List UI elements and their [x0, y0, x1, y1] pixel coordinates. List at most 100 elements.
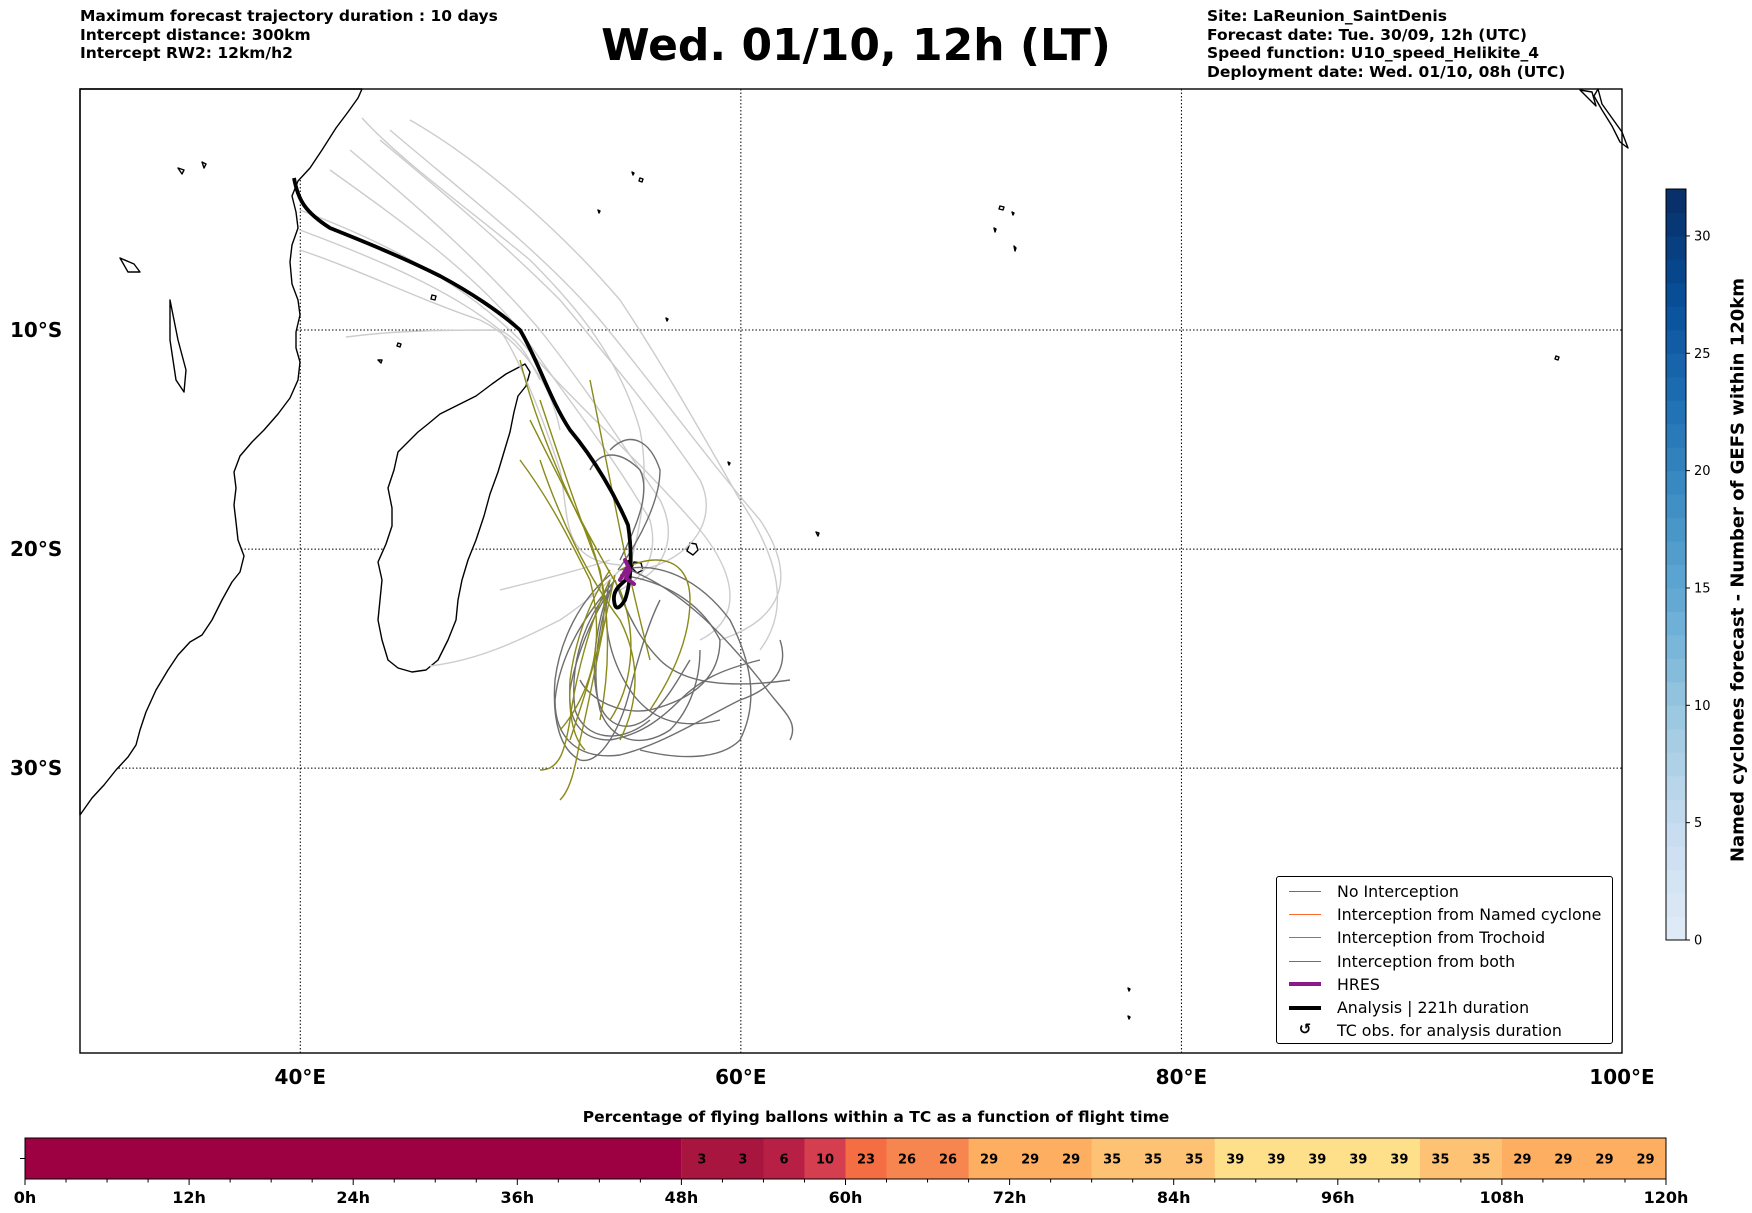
sumatra-tip [1579, 89, 1597, 107]
strip-cell [804, 1138, 846, 1179]
lon-label-80e: 80°E [1155, 1065, 1208, 1089]
strip-cell [927, 1138, 969, 1179]
legend-label: Interception from Named cyclone [1337, 905, 1602, 925]
forecast-date-text: Forecast date: Tue. 30/09, 12h (UTC) [1207, 25, 1528, 44]
strip-cell [1173, 1138, 1216, 1179]
strip-title: Percentage of flying ballons within a TC… [582, 1108, 1170, 1126]
madagascar-coastline [377, 363, 531, 673]
colorbar-segment [1666, 447, 1686, 472]
colorbar-segment [1666, 517, 1686, 542]
trochoid-track [539, 459, 636, 741]
colorbar-tick-label: 30 [1694, 229, 1711, 244]
strip-tick-label: 0h [14, 1188, 37, 1207]
colorbar-ticks: 0 5 10 15 20 25 30 [1686, 229, 1711, 949]
no-interception-tracks [553, 439, 794, 762]
no-interception-track [629, 569, 794, 741]
strip-cell [1214, 1138, 1257, 1179]
colorbar-segment [1666, 259, 1686, 284]
mauritius-coastline [686, 542, 699, 556]
intercept-distance-text: Intercept distance: 300km [80, 25, 311, 44]
legend-item-both: Interception from both [1285, 950, 1604, 973]
strip-cell [1091, 1138, 1134, 1179]
strip-cell [763, 1138, 805, 1179]
africa-coastline [79, 88, 363, 816]
colorbar-segment [1666, 822, 1686, 847]
strip-cell [968, 1138, 1010, 1179]
faint-track [349, 149, 669, 581]
colorbar-segment [1666, 799, 1686, 824]
lon-label-60e: 60°E [715, 1065, 767, 1089]
strip-cell-value: 29 [1636, 1153, 1654, 1168]
colorbar-segment [1666, 541, 1686, 565]
colorbar-tick-label: 20 [1694, 464, 1711, 479]
legend-label: Interception from both [1337, 951, 1516, 971]
strip-cell-value: 10 [816, 1153, 834, 1168]
strip-tick-label: 96h [1321, 1188, 1355, 1207]
mascarene-north-islands [665, 317, 820, 537]
colorbar-segment [1666, 564, 1686, 589]
lon-label-40e: 40°E [274, 1065, 327, 1089]
strip-cell [1337, 1138, 1380, 1179]
strip-cell [1296, 1138, 1339, 1179]
strip-tick-label: 72h [993, 1188, 1027, 1207]
strip-cell-value: 6 [779, 1153, 788, 1168]
comoros-islands [377, 294, 437, 364]
lat-label-10s: 10°S [10, 318, 63, 342]
legend-item-named-cyclone: Interception from Named cyclone [1285, 903, 1604, 926]
strip-cell-value: 39 [1349, 1153, 1367, 1168]
strip-cell-value: 29 [1595, 1153, 1613, 1168]
legend-label: Analysis | 221h duration [1337, 998, 1530, 1018]
colorbar-segment [1666, 634, 1686, 659]
legend-label: TC obs. for analysis duration [1337, 1021, 1562, 1041]
deployment-date-text: Deployment date: Wed. 01/10, 08h (UTC) [1207, 62, 1566, 81]
legend-label: No Interception [1337, 882, 1459, 902]
coastlines [79, 88, 1629, 1020]
strip-cell [1460, 1138, 1503, 1179]
legend-item-no-interception: No Interception [1285, 880, 1604, 903]
colorbar-segment [1666, 189, 1686, 213]
strip-tick-label: 108h [1480, 1188, 1525, 1207]
no-interception-track [609, 439, 661, 571]
colorbar-tick-label: 5 [1694, 816, 1702, 831]
no-interception-track [553, 574, 661, 762]
strip-cell [681, 1138, 723, 1179]
colorbar-segment [1666, 681, 1686, 706]
no-interception-track [554, 579, 784, 757]
no-interception-track [619, 566, 752, 758]
strip-cell-value: 35 [1144, 1153, 1162, 1168]
strip-cell-value: 26 [939, 1153, 957, 1168]
trochoid-track [529, 419, 632, 721]
strip-cell [1132, 1138, 1175, 1179]
strip-cell-value: 39 [1267, 1153, 1285, 1168]
map-legend: No Interception Interception from Named … [1276, 876, 1613, 1044]
legend-line-green [1285, 954, 1325, 968]
lon-label-100e: 100°E [1589, 1065, 1655, 1089]
strip-tick-label: 60h [829, 1188, 863, 1207]
strip-empty-region [25, 1138, 682, 1179]
chagos-islands [993, 205, 1017, 252]
faint-track [429, 569, 621, 667]
cyclone-icon: ↺ [1298, 1019, 1312, 1038]
colorbar-tick-label: 0 [1694, 934, 1702, 949]
map-border [79, 88, 1623, 1054]
trochoid-track [589, 379, 651, 661]
strip-cell-value: 23 [857, 1153, 875, 1168]
hres-track [618, 558, 636, 586]
colorbar-segment [1666, 846, 1686, 871]
strip-tick-label: 48h [665, 1188, 699, 1207]
legend-line-olive [1285, 931, 1325, 945]
colorbar-segment [1666, 376, 1686, 401]
strip-cell [1542, 1138, 1585, 1179]
small-islands-west [119, 161, 207, 393]
colorbar-segment [1666, 212, 1686, 237]
indonesia-coastline [1593, 88, 1629, 149]
strip-cell-value: 39 [1226, 1153, 1244, 1168]
faint-track [409, 119, 779, 651]
colorbar-tick-label: 15 [1694, 581, 1711, 596]
lat-label-20s: 20°S [10, 537, 63, 562]
header-info-right: Site: LaReunion_SaintDenis Forecast date… [1207, 7, 1565, 81]
strip-cell [845, 1138, 887, 1179]
strip-cell [1501, 1138, 1544, 1179]
strip-cell [886, 1138, 928, 1179]
